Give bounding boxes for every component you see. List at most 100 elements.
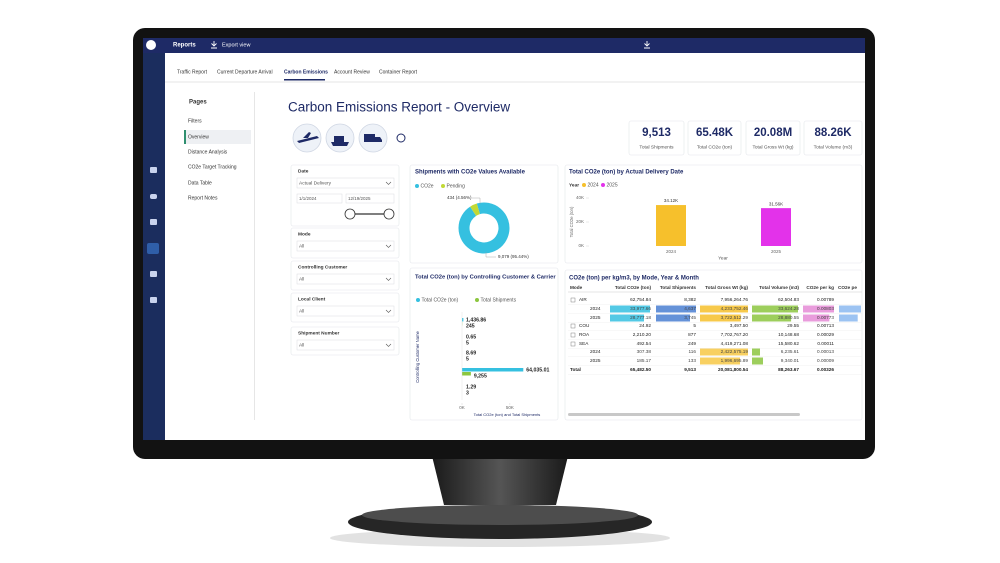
page-link[interactable]: Report Notes <box>188 195 218 201</box>
table-title: CO2e (ton) per kg/m3, by Mode, Year & Mo… <box>569 276 699 282</box>
table-cell: 0.00013 <box>817 349 834 354</box>
refresh-icon[interactable] <box>396 133 406 143</box>
kpi-label: Total Shipments <box>639 144 674 150</box>
tab[interactable]: Traffic Report <box>177 69 208 75</box>
table-cell: 3,745 <box>684 315 696 320</box>
legend-dot <box>415 184 419 188</box>
table-cell: 2,210.20 <box>633 332 652 337</box>
page-selected <box>184 130 251 144</box>
legend-label: CO2e <box>421 183 434 189</box>
chart-title: Shipments with CO2e Values Available <box>415 170 526 176</box>
table-cell: 2025 <box>590 358 601 363</box>
table-cell: 0.00803 <box>817 306 834 311</box>
tab[interactable]: Carbon Emissions <box>284 69 328 75</box>
expand-box[interactable] <box>570 332 576 338</box>
table-cell: 0.00029 <box>817 332 834 337</box>
cell-highlight <box>700 348 748 356</box>
nav-title: Reports <box>173 43 196 49</box>
logo[interactable] <box>146 40 156 50</box>
page-link[interactable]: Distance Analysis <box>188 149 228 155</box>
cell-highlight <box>752 348 760 356</box>
page-link[interactable]: Data Table <box>188 180 212 186</box>
top-bar <box>143 38 865 53</box>
data-label: 1,436.86 <box>466 317 486 323</box>
cell-highlight <box>610 305 650 313</box>
table-cell: 3,722,512.29 <box>721 315 749 320</box>
table-cell: 1,996,695.89 <box>721 358 749 363</box>
cell-highlight <box>610 314 644 322</box>
table-cell: 0.00713 <box>817 323 834 328</box>
tab[interactable]: Account Review <box>334 69 370 75</box>
bar <box>462 318 464 322</box>
tab[interactable]: Current Departure Arrival <box>217 69 273 75</box>
rail-icon[interactable] <box>150 219 157 225</box>
dropdown[interactable] <box>296 305 395 317</box>
rail-icon[interactable] <box>150 167 157 173</box>
table-cell: 8,382 <box>684 297 696 302</box>
download-icon[interactable] <box>644 41 650 49</box>
kpi-value: 9,513 <box>642 127 671 139</box>
table-cell: 0.00773 <box>817 315 834 320</box>
table-cell: COU <box>579 323 590 328</box>
bar <box>462 368 524 372</box>
column-header: Total Gross Wt (kg) <box>705 285 748 290</box>
table-cell: Total <box>570 367 581 372</box>
table-cell: 4,233,752.46 <box>721 306 749 311</box>
data-label: 0.65 <box>466 334 476 340</box>
table-cell: 5 <box>693 323 696 328</box>
expand-box[interactable] <box>570 323 576 329</box>
slider-handle[interactable] <box>344 208 356 220</box>
scrollbar[interactable] <box>568 413 800 416</box>
table-cell: 492.54 <box>637 341 652 346</box>
date-input[interactable] <box>345 193 395 204</box>
rail-icon[interactable] <box>150 297 157 303</box>
y-axis-label: Total CO2e (ton) <box>569 206 574 237</box>
table-cell: 0.00789 <box>817 297 834 302</box>
table-cell: 15,580.62 <box>778 341 799 346</box>
dropdown[interactable] <box>296 273 395 285</box>
table-cell: 4,419,271.08 <box>721 341 749 346</box>
table-cell: 185.17 <box>637 358 652 363</box>
expand-box[interactable] <box>570 341 576 347</box>
rail-icon-active[interactable] <box>147 243 159 254</box>
bar <box>761 208 791 246</box>
date-input[interactable] <box>296 193 343 204</box>
x-axis-label: Total CO2e (ton) and Total Shipments <box>474 412 541 417</box>
dropdown[interactable] <box>296 240 395 252</box>
table-cell: 33,977.66 <box>630 306 651 311</box>
dropdown[interactable] <box>296 339 395 351</box>
cell-highlight <box>700 357 740 365</box>
table-cell: 249 <box>688 341 696 346</box>
table-cell: 2024 <box>590 306 601 311</box>
leader <box>485 252 496 258</box>
x-tick-label: 2024 <box>666 249 677 254</box>
table-cell: ROA <box>579 332 590 337</box>
rail-icon[interactable] <box>150 271 157 277</box>
chevron <box>385 343 392 347</box>
kpi-value: 88.26K <box>814 127 852 139</box>
y-tick-label: 20K <box>576 219 584 224</box>
data-label: 5 <box>466 340 469 346</box>
tab[interactable]: Container Report <box>379 69 418 75</box>
chart-card <box>564 164 863 264</box>
column-header: CO2e pe <box>838 285 857 290</box>
rail-icon[interactable] <box>150 194 157 199</box>
data-label: 3 <box>466 390 469 396</box>
dropdown[interactable] <box>296 177 395 189</box>
column-header: CO2e per kg <box>806 285 834 290</box>
table-cell: 2,422,575.19 <box>721 349 749 354</box>
y-tick-label: 40K <box>576 195 584 200</box>
page-link[interactable]: Overview <box>188 134 209 140</box>
content: Reports Export view Traffic Report Current … <box>173 42 863 421</box>
column-header: Total CO2e (ton) <box>615 285 652 290</box>
cell-highlight <box>803 314 830 322</box>
page-link[interactable]: CO2e Target Tracking <box>188 164 237 170</box>
export-button[interactable]: Export view <box>222 42 250 48</box>
table-cell: AIR <box>579 297 587 302</box>
plane-glyph <box>297 132 319 143</box>
export-icon[interactable] <box>211 41 217 49</box>
page-link[interactable]: Filters <box>188 118 202 124</box>
slider-handle[interactable] <box>383 208 395 220</box>
expand-box[interactable] <box>570 297 576 303</box>
table-cell: 877 <box>688 332 696 337</box>
